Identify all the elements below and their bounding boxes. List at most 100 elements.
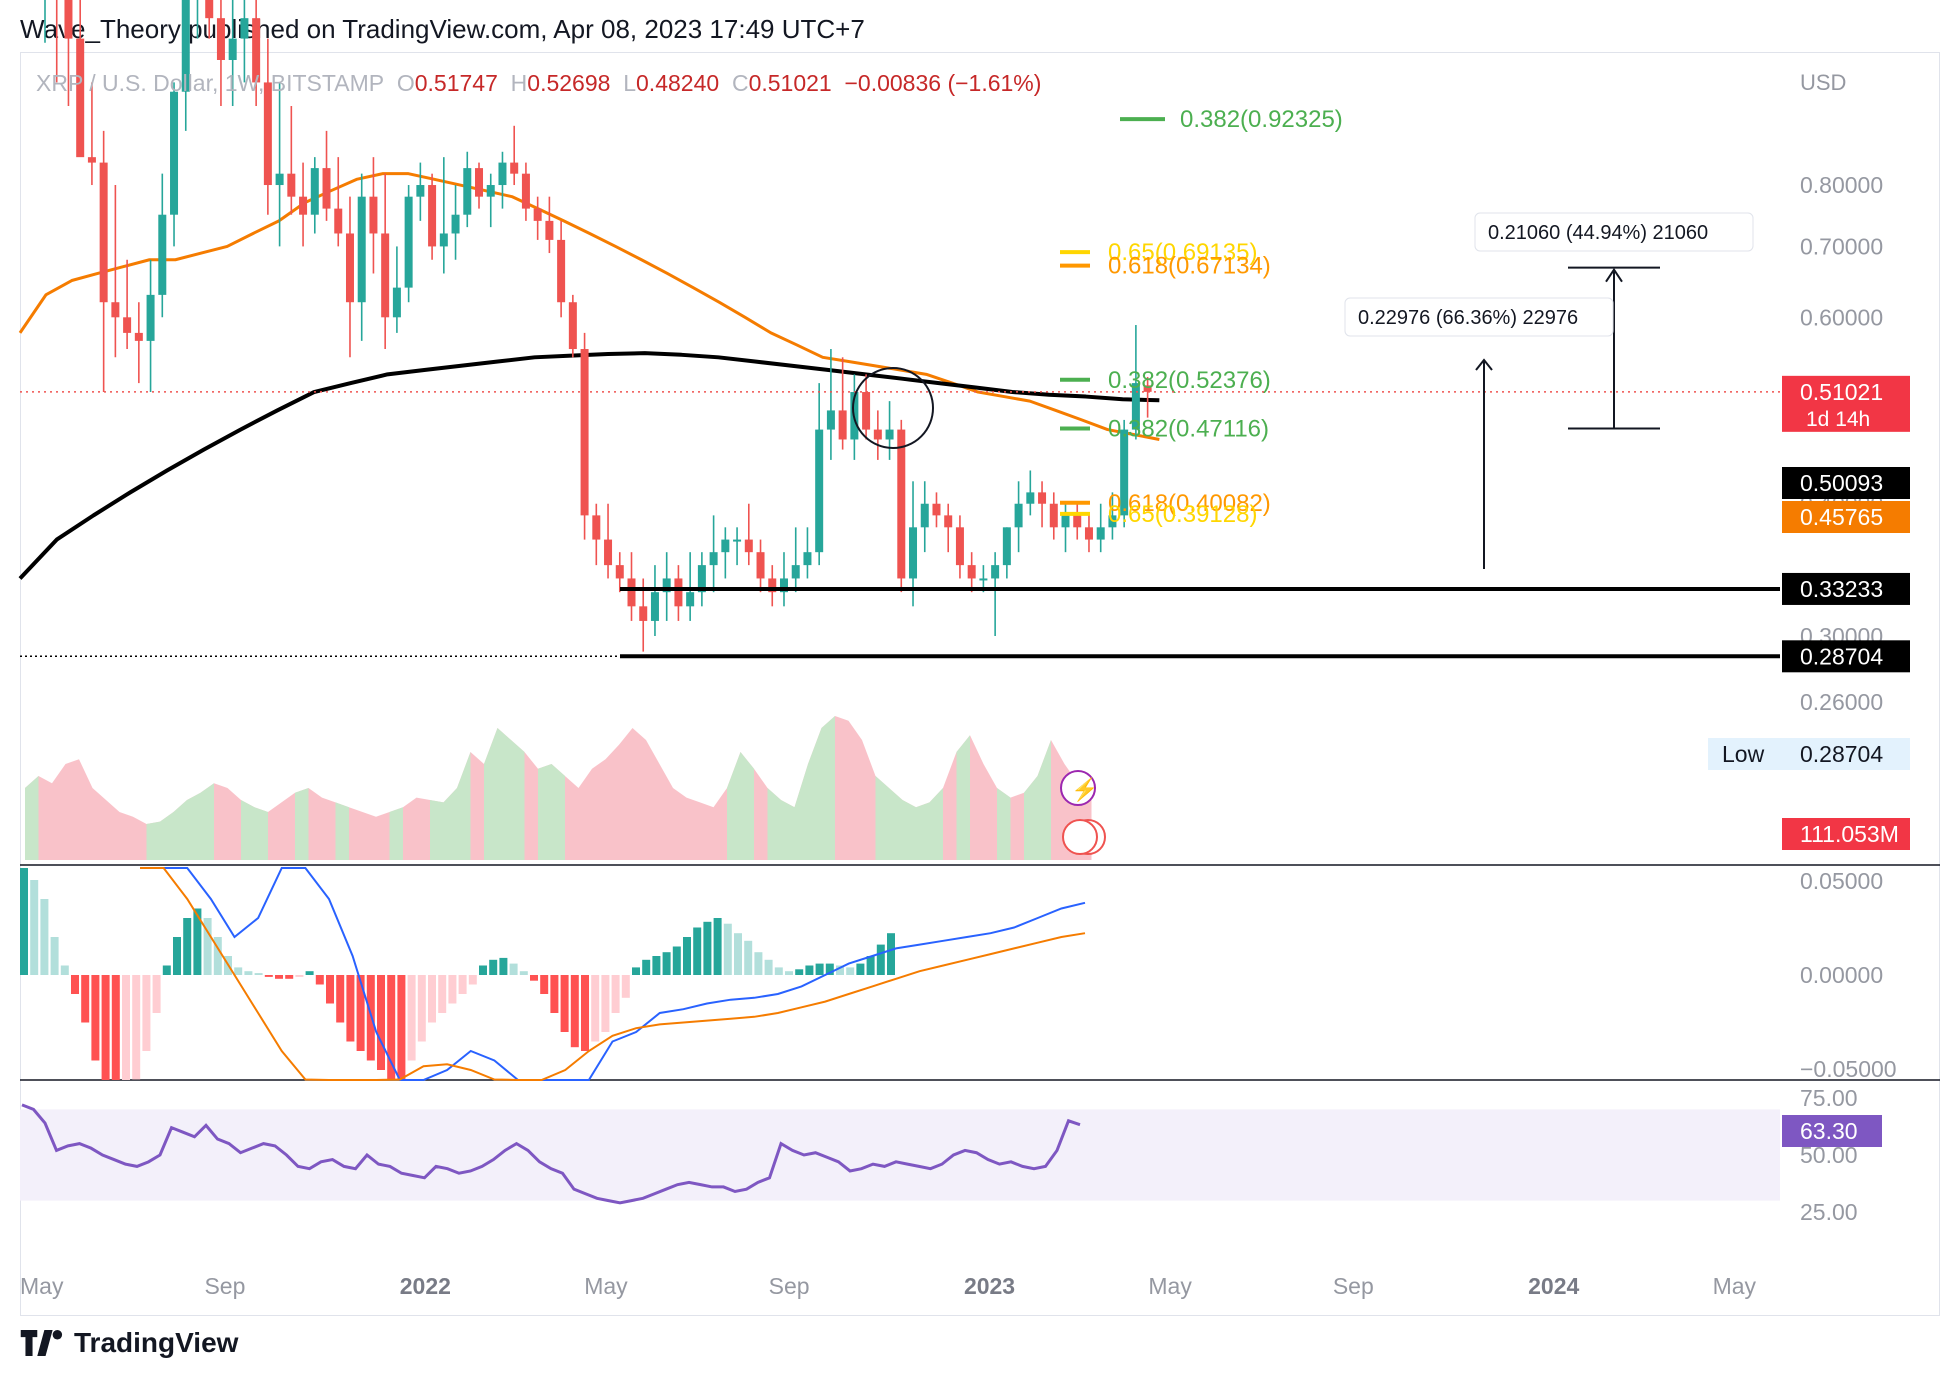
candle-body <box>709 552 718 566</box>
volume-segment-up <box>241 800 255 860</box>
last-price-tag-bg <box>1782 375 1910 432</box>
volume-segment-up <box>727 752 741 860</box>
macd-histogram-bar <box>703 921 712 975</box>
fib-level-label: 0.382(0.52376) <box>1108 367 1271 394</box>
chart-frame <box>20 52 1940 1316</box>
ma200-price-tag: 0.50093 <box>1800 470 1883 496</box>
macd-histogram-bar <box>713 918 722 975</box>
volume-segment-up <box>997 788 1011 860</box>
candle-body <box>334 208 343 234</box>
high-value: 0.52698 <box>527 70 611 96</box>
candle-body <box>170 91 179 215</box>
candle-body <box>909 527 918 579</box>
volume-segment-up <box>916 802 930 860</box>
publish-info: Wave_Theory published on TradingView.com… <box>20 14 865 44</box>
macd-histogram-bar <box>315 975 324 985</box>
macd-histogram-bar <box>723 923 732 975</box>
x-axis-tick-label: May <box>20 1273 64 1299</box>
macd-histogram-bar <box>173 937 181 975</box>
candle-body <box>345 233 354 303</box>
volume-segment-up <box>538 764 552 860</box>
low-value: 0.28704 <box>1800 741 1883 767</box>
rsi-tick-label: 25.00 <box>1800 1199 1858 1225</box>
crossover-circle <box>852 367 934 449</box>
macd-histogram-bar <box>550 975 559 1013</box>
candle-body <box>428 185 437 247</box>
candle-body <box>1026 492 1035 504</box>
candle-body <box>510 162 519 174</box>
candle-body <box>721 539 730 553</box>
candle-body <box>64 0 73 39</box>
macd-histogram-bar <box>193 908 202 975</box>
macd-histogram-bar <box>142 975 151 1051</box>
macd-histogram-bar <box>346 975 355 1042</box>
volume-segment-up <box>1024 776 1038 860</box>
macd-histogram-bar <box>254 973 263 975</box>
volume-segment-up <box>808 728 822 860</box>
macd-histogram-bar <box>815 963 824 975</box>
candle-body <box>158 214 167 295</box>
volume-segment-up <box>25 776 39 860</box>
candle-body <box>228 38 237 60</box>
macd-histogram-bar <box>734 933 742 975</box>
candle-body <box>216 18 225 61</box>
macd-histogram-bar <box>866 956 875 975</box>
open-value: 0.51747 <box>414 70 498 96</box>
candle-body <box>1143 385 1152 392</box>
macd-histogram-bar <box>836 965 844 975</box>
low-level-price-tag-bg <box>1782 640 1910 673</box>
candle-body <box>1038 492 1047 504</box>
macd-histogram-bar <box>499 957 508 975</box>
candle-body <box>416 185 425 197</box>
macd-histogram-bar <box>601 975 610 1032</box>
macd-histogram-bar <box>122 975 130 1080</box>
candle-body <box>275 173 284 186</box>
macd-histogram-bar <box>101 975 110 1080</box>
macd-histogram-bar <box>132 975 141 1080</box>
candle-body <box>310 168 319 215</box>
candle-body <box>252 18 261 83</box>
candle-body <box>181 0 190 92</box>
candle-body <box>545 220 554 240</box>
tradingview-footer[interactable]: TradingView <box>20 1327 238 1359</box>
candle-body <box>779 578 788 593</box>
price-tick-label: 0.60000 <box>1800 304 1883 330</box>
candle-body <box>733 539 742 542</box>
volume-tag: 111.053M <box>1800 821 1899 847</box>
candle-body <box>557 239 566 303</box>
measure-box <box>1344 297 1614 337</box>
candle-body <box>885 429 894 440</box>
symbol-label[interactable]: XRP / U.S. Dollar, 1W, BITSTAMP <box>36 70 385 96</box>
volume-segment-up <box>430 800 444 860</box>
volume-segment-up <box>443 788 457 860</box>
macd-histogram-bar <box>438 975 447 1013</box>
candle-body <box>826 410 835 430</box>
macd-histogram-bar <box>468 975 477 985</box>
macd-histogram-bar <box>428 975 436 1023</box>
macd-histogram-bar <box>244 971 253 975</box>
volume-segment-up <box>929 788 943 860</box>
macd-histogram-bar <box>672 946 681 975</box>
macd-tick-label: 0.00000 <box>1800 962 1883 988</box>
candle-body <box>322 168 331 209</box>
macd-histogram-bar <box>825 963 834 975</box>
candle-body <box>1131 383 1140 430</box>
volume-segment-up <box>295 788 309 860</box>
x-axis-tick-label: May <box>1148 1273 1192 1299</box>
fib-level-label: 0.382(0.47116) <box>1108 415 1269 442</box>
candle-body <box>568 302 577 350</box>
candle-body <box>87 157 96 163</box>
macd-histogram-bar <box>754 952 763 975</box>
macd-histogram-bar <box>876 944 885 975</box>
lightning-glyph-icon: ⚡ <box>1071 777 1098 803</box>
candle-body <box>897 429 906 579</box>
close-label: C <box>731 70 749 96</box>
fib-level-label: 0.618(0.67134) <box>1108 253 1271 280</box>
volume-segment-up <box>781 800 795 860</box>
fib-level-label: 0.382(0.92325) <box>1180 106 1343 133</box>
low-value: 0.48240 <box>636 70 720 96</box>
macd-histogram-bar <box>234 967 243 975</box>
candle-body <box>955 527 964 566</box>
candle-body <box>592 515 601 540</box>
